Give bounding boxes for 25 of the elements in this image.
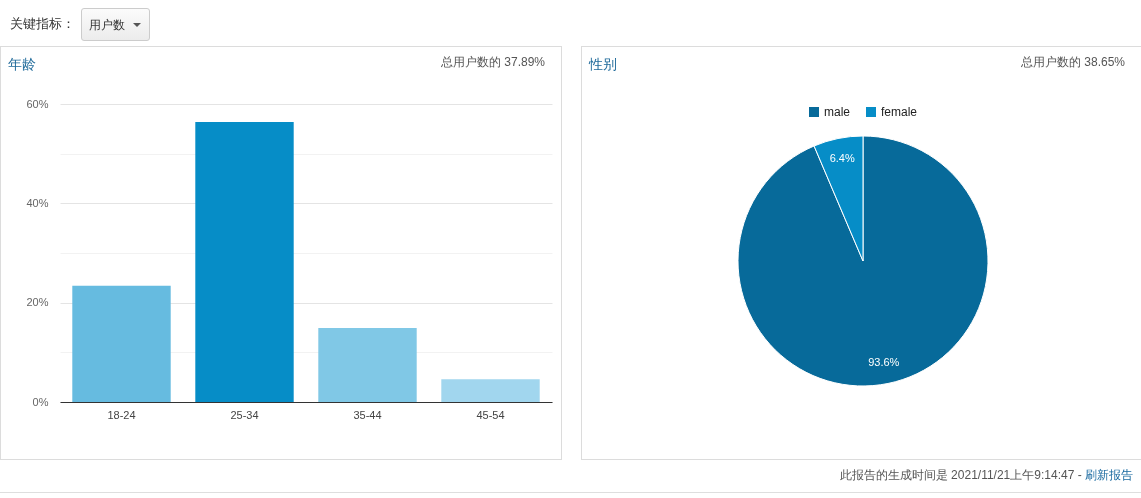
text: 刷新报告 xyxy=(1084,468,1133,482)
bar xyxy=(441,379,540,402)
x-tick-label: 18-24 xyxy=(107,408,136,421)
data-label: 93.6% xyxy=(868,355,900,368)
bar xyxy=(195,121,294,402)
bar xyxy=(72,285,171,402)
text: 总用户数的 38.65% xyxy=(1020,55,1125,69)
chart-subtitle: 总用户数的 37.89% xyxy=(440,55,545,69)
y-tick-label: 60% xyxy=(26,97,49,110)
y-tick-label: 20% xyxy=(26,296,49,309)
pie-slice xyxy=(737,135,989,387)
chart-title: 年龄 xyxy=(8,56,36,72)
legend-label: male xyxy=(824,105,851,119)
x-tick-label: 45-54 xyxy=(476,408,505,421)
text: 性别 xyxy=(589,56,617,72)
x-tick-label: 35-44 xyxy=(353,408,382,421)
y-tick-label: 40% xyxy=(26,196,49,209)
dropdown-field: 用户数 xyxy=(81,8,150,41)
legend-label: female xyxy=(881,105,918,119)
data-label: 6.4% xyxy=(829,152,855,165)
y-tick-label: 0% xyxy=(32,395,49,408)
bar xyxy=(318,328,417,402)
x-tick-label: 25-34 xyxy=(230,408,259,421)
text: 关键指标： xyxy=(10,16,75,32)
text: 此报告的生成时间是 2021/11/21上午9:14:47 - xyxy=(839,468,1082,482)
